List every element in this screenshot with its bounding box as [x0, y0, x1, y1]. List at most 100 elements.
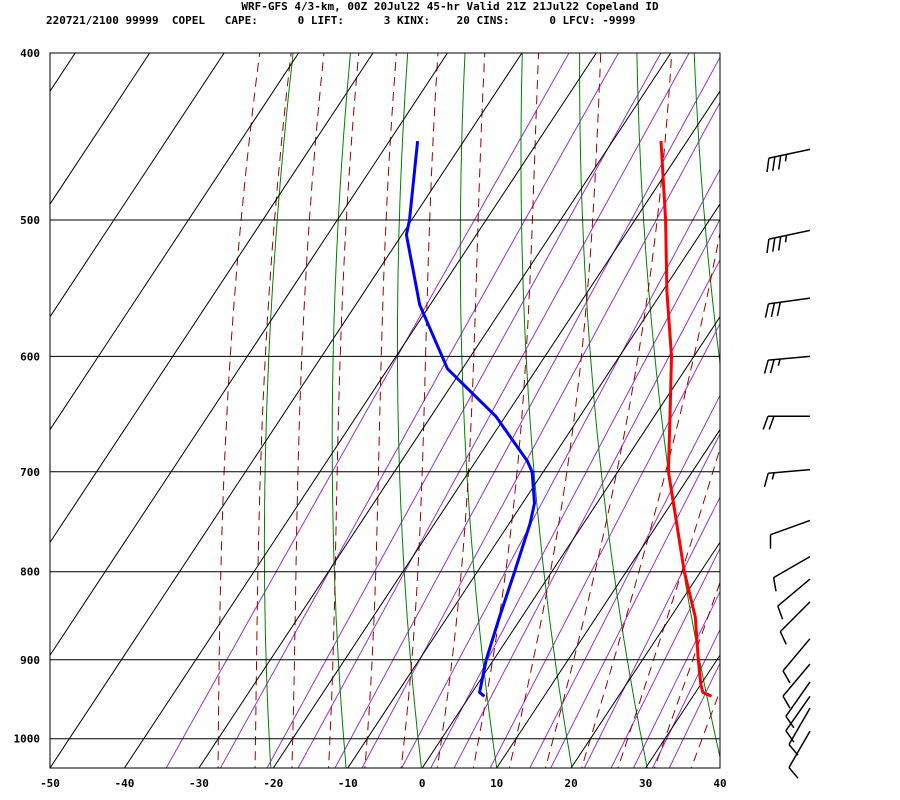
isotherm-line	[50, 53, 448, 657]
wind-barb	[766, 229, 811, 254]
wind-barb-feather	[764, 303, 770, 318]
dry-adiabat-line	[636, 53, 720, 760]
temperature-line	[659, 141, 713, 698]
wind-barb-staff	[782, 638, 811, 672]
wind-barb	[769, 519, 811, 549]
mixing-ratio-line	[489, 322, 720, 768]
moist-adiabat-line	[725, 34, 900, 775]
isotherm-line	[0, 53, 1, 768]
plot-frame	[49, 52, 721, 769]
wind-barb-staff	[768, 297, 811, 305]
temperature-tick-label: 40	[713, 777, 726, 790]
wind-barb	[762, 415, 810, 430]
wind-barb-staff	[773, 555, 811, 579]
pressure-tick-label: 500	[20, 214, 40, 227]
dewpoint-line	[404, 140, 536, 698]
sounding-stats: 220721/2100 99999 COPEL CAPE: 0 LIFT: 3 …	[46, 14, 636, 27]
wind-barb-feather	[769, 359, 775, 374]
wind-barb-staff	[770, 519, 811, 536]
wind-barb-feather	[779, 631, 787, 645]
wind-barb	[777, 578, 811, 620]
wind-barb-feather	[777, 155, 782, 170]
mixing-ratio-line	[550, 432, 720, 768]
wind-barb-feather	[788, 767, 799, 779]
mixing-ratio-line	[165, 53, 570, 768]
wind-barb-staff	[785, 695, 811, 732]
temperature-tick-label: 0	[419, 777, 426, 790]
wind-barb	[788, 730, 811, 779]
dry-adiabat-line	[807, 34, 900, 775]
isotherm-line	[50, 53, 523, 768]
temperature-tick-label: -40	[114, 777, 134, 790]
wind-barb	[785, 681, 811, 729]
wind-barb-feather	[785, 730, 795, 743]
mixing-ratio-line	[668, 662, 720, 768]
wind-barb-feather	[766, 238, 770, 254]
wind-barb-staff	[768, 468, 811, 475]
wind-barb-feather	[766, 157, 770, 173]
wind-barb	[772, 555, 811, 592]
temperature-tick-label: 30	[639, 777, 652, 790]
wind-barb-feather	[782, 670, 791, 684]
mixing-ratio-line	[401, 168, 720, 768]
isotherm-line	[272, 90, 720, 768]
moist-adiabat-line	[581, 229, 720, 768]
wind-barb	[763, 355, 811, 374]
wind-barb-feather	[763, 359, 769, 374]
pressure-tick-label: 1000	[14, 733, 41, 746]
wind-barb-staff	[788, 730, 811, 768]
isotherm-line	[347, 203, 720, 768]
wind-barb-staff	[777, 578, 811, 607]
mixing-ratio-line	[583, 496, 720, 768]
wind-barb	[785, 695, 811, 743]
wind-barb-staff	[788, 707, 811, 745]
wind-barb	[782, 638, 811, 684]
wind-barb-feather	[772, 577, 777, 592]
isotherm-line	[570, 541, 720, 768]
moist-adiabat-line	[653, 580, 720, 768]
moist-adiabat-line	[400, 53, 439, 768]
wind-barb-half-feather	[777, 358, 781, 366]
mixing-ratio-line	[610, 547, 720, 768]
wind-barb	[782, 663, 811, 709]
wind-barb-staff	[785, 681, 811, 717]
moist-adiabat-line	[291, 53, 325, 768]
wind-barb-feather	[770, 302, 776, 317]
temperature-tick-label: -20	[263, 777, 283, 790]
isotherm-line	[421, 315, 720, 768]
pressure-tick-label: 900	[20, 654, 40, 667]
temperature-tick-label: -50	[40, 777, 60, 790]
isotherm-line	[50, 53, 151, 205]
wind-barb	[763, 468, 811, 487]
mixing-ratio-line	[297, 53, 690, 768]
wind-barb	[764, 297, 811, 318]
mixing-ratio-line	[651, 628, 720, 768]
wind-barb-feather	[785, 715, 795, 729]
wind-barb	[779, 601, 811, 645]
isotherm-line	[50, 53, 374, 544]
isotherm-line	[645, 654, 720, 768]
wind-barb-half-feather	[784, 235, 788, 243]
mixing-ratio-line	[632, 590, 720, 768]
wind-barb-feather	[772, 156, 776, 171]
wind-barb-feather	[768, 416, 775, 430]
wind-barb-feather	[782, 695, 791, 709]
dry-adiabat-line	[750, 34, 875, 775]
pressure-tick-label: 400	[20, 47, 40, 60]
pressure-tick-label: 700	[20, 466, 40, 479]
wind-barb-half-feather	[771, 472, 775, 480]
wind-barb-feather	[763, 473, 769, 487]
dry-adiabat-line	[693, 53, 720, 368]
isotherm-line	[496, 428, 720, 768]
moist-adiabat-line	[364, 53, 397, 768]
wind-barb-staff	[768, 355, 811, 361]
isotherm-line	[50, 53, 300, 431]
wind-barb-feather	[777, 605, 784, 620]
mixing-ratio-line	[453, 258, 720, 768]
wind-barb-feather	[776, 302, 782, 317]
wind-barb-feather	[762, 416, 769, 430]
pressure-tick-label: 800	[20, 566, 40, 579]
dry-adiabat-line	[864, 34, 900, 775]
temperature-tick-label: -30	[189, 777, 209, 790]
